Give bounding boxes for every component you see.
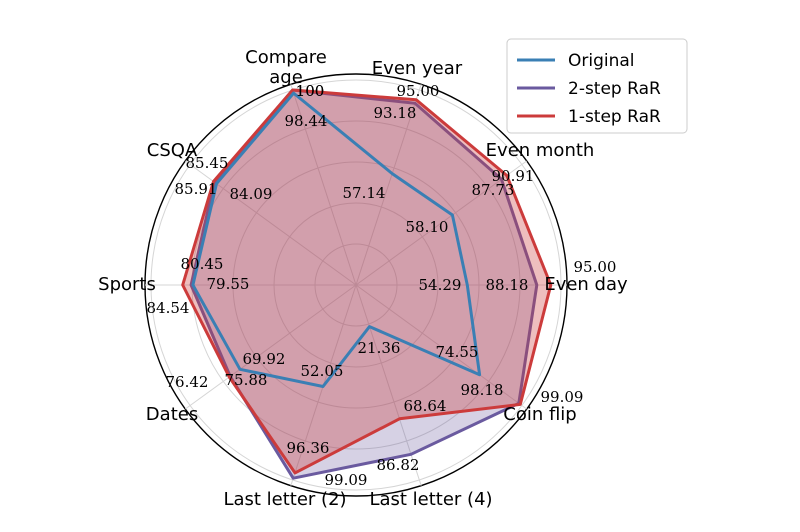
value-label-28: 85.91 bbox=[175, 180, 218, 198]
value-label-8: 84.09 bbox=[230, 185, 273, 203]
spoke-1 bbox=[355, 160, 527, 286]
value-label-3: 74.55 bbox=[436, 343, 479, 361]
value-label-24: 68.64 bbox=[404, 397, 447, 415]
axis-label-coin-flip: Coin flip bbox=[503, 404, 576, 425]
value-label-2: 54.29 bbox=[419, 276, 462, 294]
value-label-27: 84.54 bbox=[147, 299, 190, 317]
value-label-5: 52.05 bbox=[301, 362, 344, 380]
value-label-1: 58.10 bbox=[406, 218, 449, 236]
axis-label-compare-age: Compare age bbox=[245, 47, 327, 88]
value-label-21: 90.91 bbox=[492, 167, 535, 185]
series-layer bbox=[181, 88, 553, 480]
legend-box bbox=[506, 38, 688, 134]
value-label-13: 98.18 bbox=[461, 381, 504, 399]
axis-label-dates: Dates bbox=[146, 404, 198, 425]
value-label-7: 79.55 bbox=[207, 275, 250, 293]
legend-label-original: Original bbox=[568, 51, 635, 71]
axis-label-csqa: CSQA bbox=[147, 140, 198, 161]
legend: Original 2-step RaR 1-step RaR bbox=[506, 38, 688, 134]
spoke-0 bbox=[355, 84, 422, 286]
value-label-18: 85.45 bbox=[186, 154, 229, 172]
value-label-9: 98.44 bbox=[285, 112, 328, 130]
value-label-17: 80.45 bbox=[181, 255, 224, 273]
value-labels: 57.14 58.10 54.29 74.55 21.36 52.05 69.92 79.55… bbox=[147, 82, 617, 489]
value-label-11: 87.73 bbox=[472, 181, 515, 199]
axis-label-last-letter-2-: Last letter (2) bbox=[223, 489, 346, 510]
value-label-4: 21.36 bbox=[358, 339, 401, 357]
value-label-14: 86.82 bbox=[377, 456, 420, 474]
value-label-0: 57.14 bbox=[343, 184, 386, 202]
value-label-12: 88.18 bbox=[486, 276, 529, 294]
axis-labels: Even year Even month Even day Coin flip Last… bbox=[98, 47, 628, 510]
spoke-3 bbox=[355, 284, 527, 410]
axis-label-last-letter-4-: Last letter (4) bbox=[369, 489, 492, 510]
value-label-29: 100 bbox=[296, 82, 325, 100]
legend-label-2step: 2-step RaR bbox=[568, 79, 661, 99]
axis-label-even-year: Even year bbox=[372, 58, 463, 79]
legend-label-1step: 1-step RaR bbox=[568, 107, 661, 127]
value-label-15: 99.09 bbox=[325, 471, 368, 489]
value-label-25: 96.36 bbox=[287, 439, 330, 457]
value-label-20: 95.00 bbox=[397, 82, 440, 100]
axis-label-even-day: Even day bbox=[544, 274, 628, 295]
value-label-10: 93.18 bbox=[374, 104, 417, 122]
axis-label-even-month: Even month bbox=[486, 140, 595, 161]
value-label-16: 75.88 bbox=[225, 371, 268, 389]
value-label-26: 76.42 bbox=[166, 373, 209, 391]
spoke-9 bbox=[290, 84, 357, 286]
axis-label-sports: Sports bbox=[98, 274, 156, 295]
spoke-6 bbox=[185, 284, 357, 410]
value-label-22: 95.00 bbox=[574, 258, 617, 276]
spoke-4 bbox=[355, 284, 422, 486]
value-label-19: 100 bbox=[296, 82, 325, 100]
value-label-6: 69.92 bbox=[243, 350, 286, 368]
series-original bbox=[191, 91, 482, 388]
value-label-23: 99.09 bbox=[541, 388, 584, 406]
